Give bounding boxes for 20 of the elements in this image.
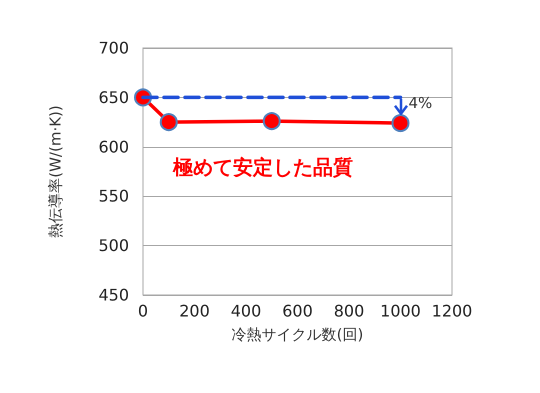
point <box>392 114 410 132</box>
y-tick-label: 650 <box>98 88 129 107</box>
y-tick-label: 500 <box>98 236 129 256</box>
x-tick-label: 600 <box>282 302 313 320</box>
point <box>160 113 178 132</box>
annotation: 4% <box>408 94 432 112</box>
y-tick-label: 550 <box>98 186 129 206</box>
x-tick-label: 800 <box>334 302 364 320</box>
x-tick-label: 400 <box>230 302 262 320</box>
y-axis-title: 熱伝導率(W/(m·K)) <box>46 105 64 238</box>
point <box>262 112 281 130</box>
x-tick-label: 1200 <box>432 302 472 320</box>
annotation: 極めて安定した品質 <box>173 154 353 181</box>
y-tick-label: 700 <box>98 38 129 58</box>
y-tick-label: 450 <box>98 286 129 304</box>
x-tick-label: 0 <box>138 302 148 320</box>
x-tick-label: 200 <box>179 302 210 320</box>
x-axis-title: 冷熱サイクル数(回) <box>232 326 364 344</box>
y-tick-label: 600 <box>98 137 129 156</box>
x-tick-label: 1000 <box>380 302 421 320</box>
